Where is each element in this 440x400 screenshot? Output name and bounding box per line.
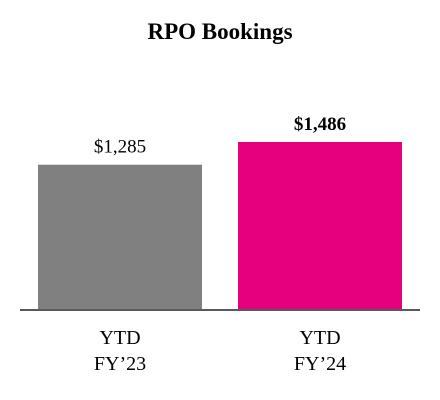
chart-title: RPO Bookings (147, 19, 292, 44)
value-label: $1,486 (294, 114, 346, 135)
bar (238, 142, 402, 310)
value-label: $1,285 (94, 137, 146, 158)
bar (38, 164, 202, 310)
x-tick-label: YTD FY’24 (294, 327, 346, 375)
x-tick-label: YTD FY’23 (94, 327, 146, 375)
